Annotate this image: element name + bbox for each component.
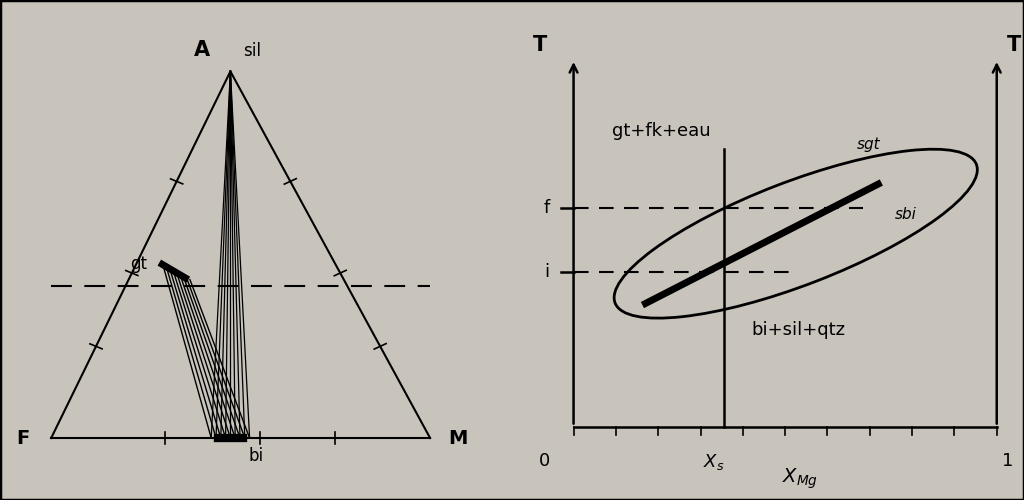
Text: bi+sil+qtz: bi+sil+qtz — [752, 320, 845, 338]
Text: T: T — [532, 34, 547, 54]
Text: $X_s$: $X_s$ — [703, 452, 725, 472]
Text: $X_{Mg}$: $X_{Mg}$ — [781, 466, 818, 490]
Text: gt: gt — [130, 255, 146, 273]
Text: f: f — [544, 199, 550, 217]
Text: gt+fk+eau: gt+fk+eau — [612, 122, 711, 140]
Text: A: A — [195, 40, 210, 60]
Text: 0: 0 — [539, 452, 550, 470]
Text: 1: 1 — [1001, 452, 1013, 470]
Text: M: M — [449, 428, 468, 448]
Text: sbi: sbi — [895, 207, 918, 222]
Text: i: i — [544, 263, 550, 281]
Text: sil: sil — [244, 42, 261, 60]
Text: sgt: sgt — [857, 137, 881, 152]
Text: bi: bi — [248, 448, 263, 466]
Text: F: F — [16, 428, 30, 448]
Text: T: T — [1007, 34, 1021, 54]
